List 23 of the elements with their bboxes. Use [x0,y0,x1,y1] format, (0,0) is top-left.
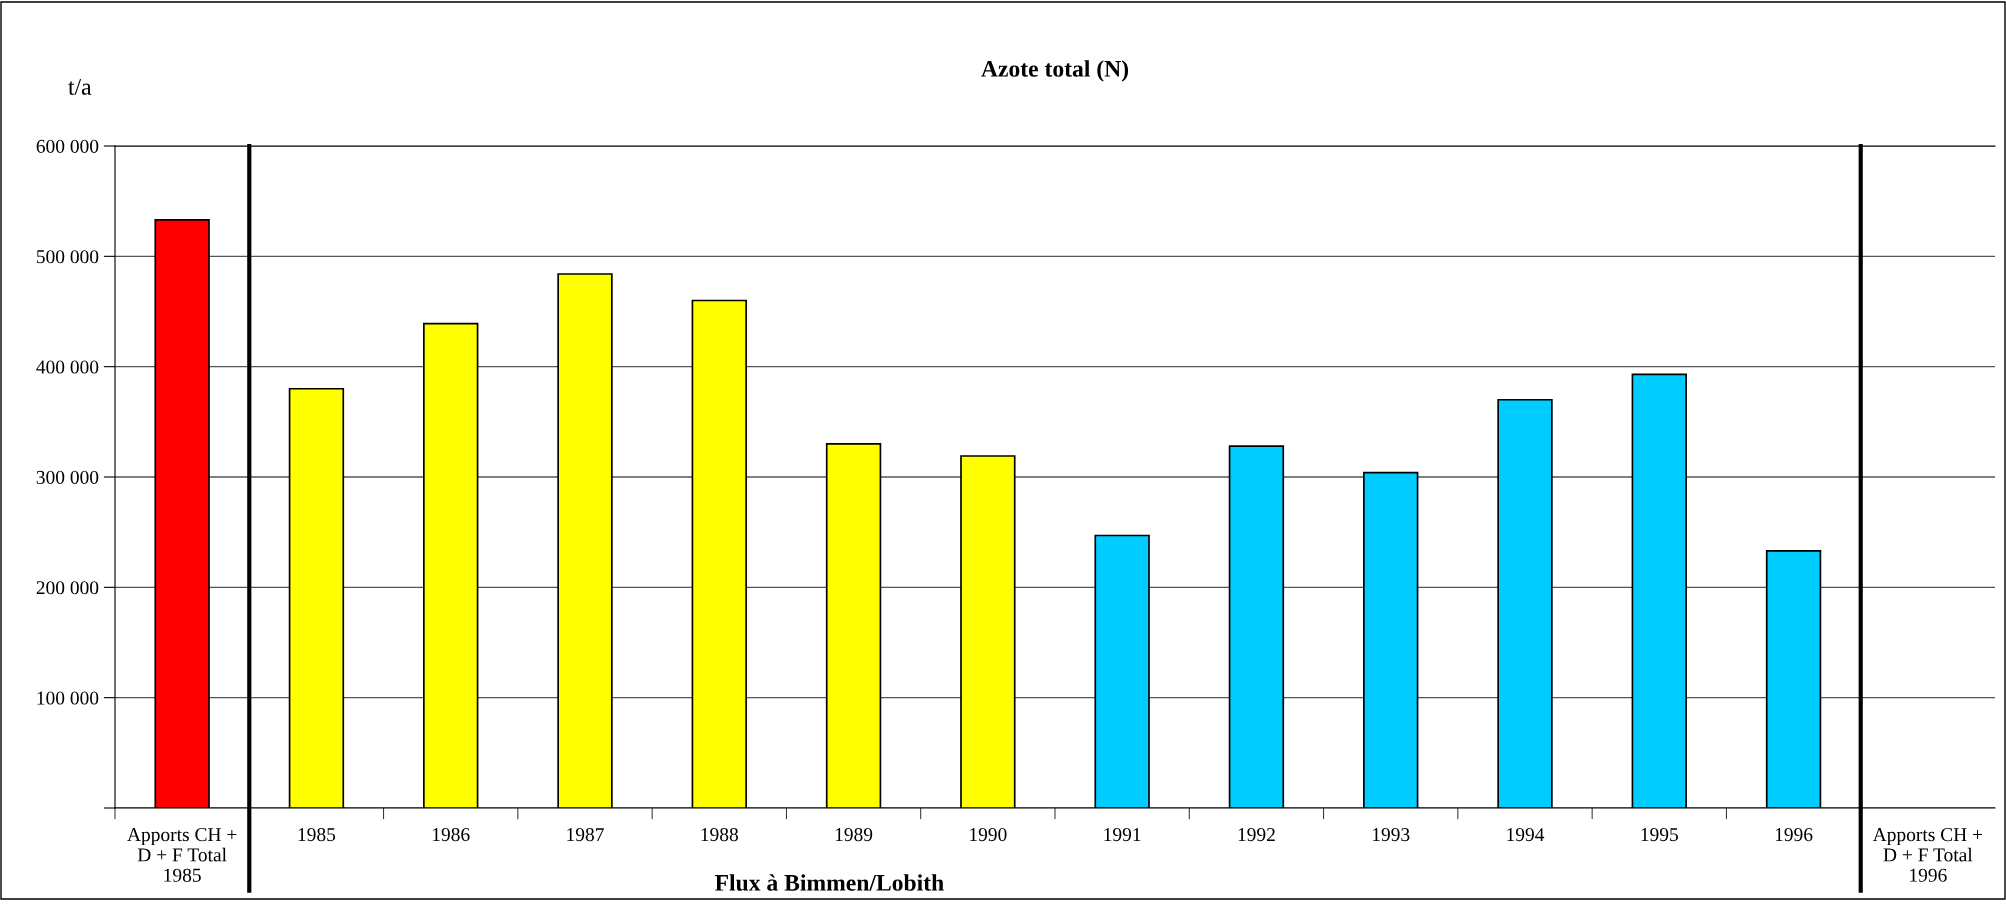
x-tick-label: 1995 [1641,828,1678,842]
chart-title: Azote total (N) [981,60,1129,82]
x-tick-label: 1985 [298,828,336,842]
x-tick-label: 1986 [432,828,470,842]
x-tick-label: 1990 [970,828,1007,842]
x-tick-label: 1992 [1238,828,1275,842]
x-tick-label: 1987 [567,828,604,842]
x-tick-label: Apports CH + D + F Total 1985 [127,828,237,882]
y-tick-label: 100 000 [37,691,99,705]
y-tick-label: 200 000 [36,581,99,595]
y-tick-label: 500 000 [36,250,99,264]
x-tick-label: 1996 [1775,828,1813,842]
y-axis-title: t/a [68,79,92,95]
x-axis-title: Flux à Bimmen/Lobith [715,874,944,891]
y-tick-label: 600 000 [36,139,99,153]
x-tick-label: Apports CH + D + F Total 1996 [1872,828,1983,882]
x-tick-label: 1988 [701,828,738,842]
x-tick-label: 1994 [1507,828,1545,842]
y-tick-label: 400 000 [36,360,99,374]
x-tick-label: 1993 [1372,828,1410,842]
y-tick-label: 300 000 [36,470,99,484]
x-tick-label: 1991 [1104,828,1141,842]
x-tick-label: 1989 [835,828,873,842]
